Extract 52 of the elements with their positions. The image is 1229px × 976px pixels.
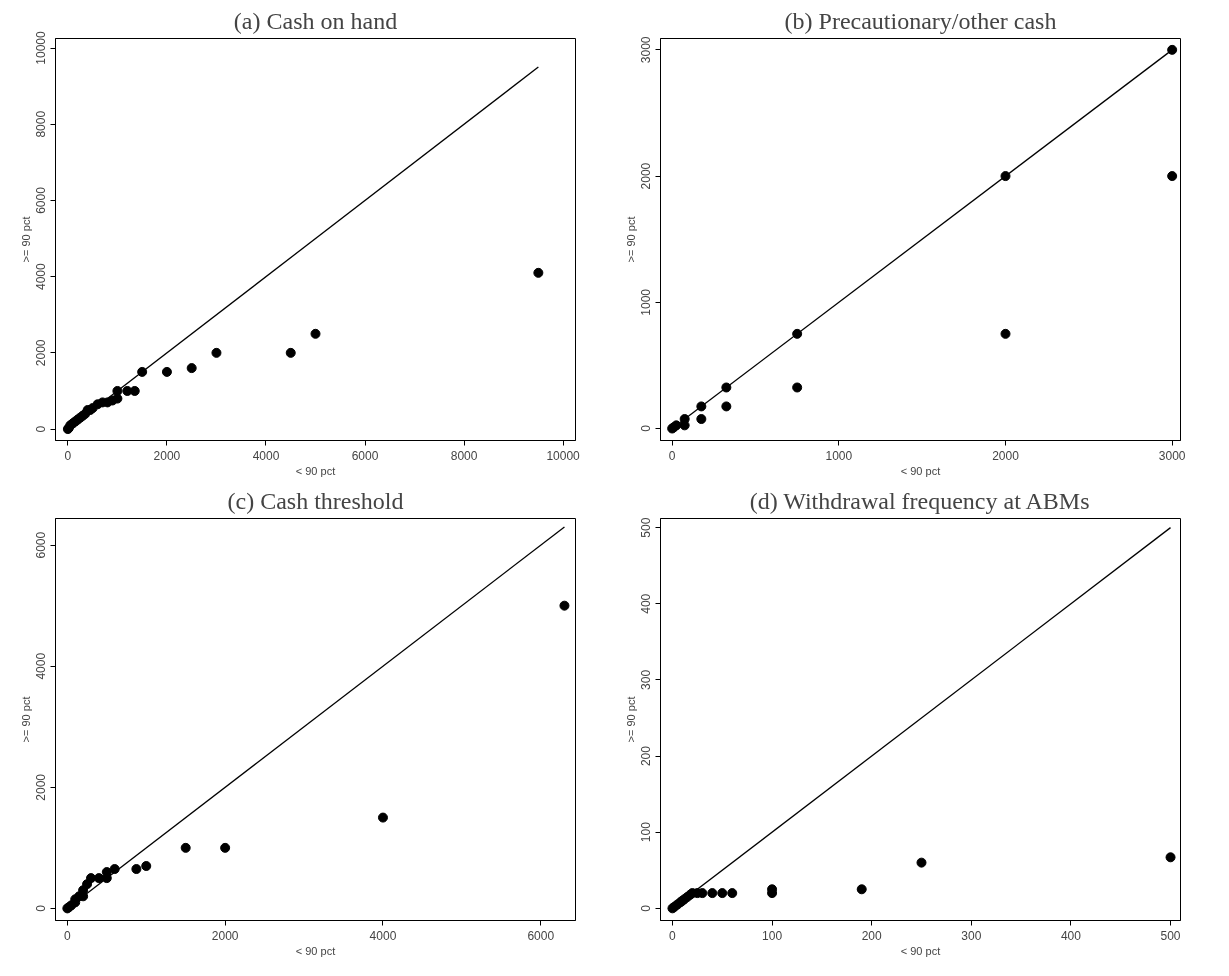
y-tick-label: 4000: [34, 262, 49, 290]
x-tick-label: 200: [861, 928, 883, 943]
y-axis-title: >= 90 pct: [624, 696, 637, 743]
x-tick-label: 1000: [825, 448, 853, 463]
y-tick-label: 6000: [34, 531, 49, 559]
x-tick-label: 0: [64, 448, 72, 463]
x-tick-label: 2000: [992, 448, 1020, 463]
y-tick-label: 200: [639, 745, 654, 767]
y-tick-label: 1000: [639, 288, 654, 316]
y-tick-label: 6000: [34, 186, 49, 214]
x-tick-label: 3000: [1158, 448, 1186, 463]
x-tick-label: 2000: [211, 928, 239, 943]
y-tick-label: 400: [639, 593, 654, 614]
x-tick-label: 300: [961, 928, 982, 943]
x-tick-label: 4000: [369, 928, 397, 943]
y-tick-label: 2000: [639, 162, 654, 190]
x-tick-label: 10000: [546, 448, 581, 463]
y-tick-label: 0: [639, 904, 654, 912]
chart-title: (c) Cash threshold: [227, 487, 404, 514]
y-tick-label: 4000: [34, 652, 49, 680]
y-axis-title: >= 90 pct: [19, 216, 32, 263]
x-axis-title: < 90 pct: [295, 464, 336, 477]
chart-title: (d) Withdrawal frequency at ABMs: [749, 487, 1090, 514]
y-tick-label: 500: [639, 517, 654, 538]
x-tick-label: 500: [1160, 928, 1181, 943]
x-tick-label: 400: [1060, 928, 1082, 943]
x-tick-label: 100: [762, 928, 783, 943]
y-tick-label: 100: [639, 821, 654, 843]
x-axis-title: < 90 pct: [295, 944, 336, 957]
y-tick-label: 0: [34, 425, 49, 433]
y-tick-label: 10000: [34, 31, 49, 65]
x-tick-label: 4000: [252, 448, 280, 463]
chart-title: (b) Precautionary/other cash: [784, 7, 1057, 34]
y-axis-title: >= 90 pct: [624, 216, 637, 263]
y-tick-label: 300: [639, 669, 654, 690]
y-tick-label: 8000: [34, 110, 49, 138]
y-tick-label: 0: [639, 424, 654, 432]
x-tick-label: 0: [64, 928, 71, 943]
y-axis-title: >= 90 pct: [19, 696, 32, 743]
x-axis-title: < 90 pct: [900, 464, 941, 477]
x-tick-label: 0: [668, 448, 676, 463]
x-axis-title: < 90 pct: [900, 944, 941, 957]
x-tick-label: 2000: [153, 448, 181, 463]
x-tick-label: 0: [669, 928, 677, 943]
y-tick-label: 3000: [639, 36, 654, 64]
y-tick-label: 0: [34, 904, 49, 912]
x-tick-label: 6000: [527, 928, 555, 943]
chart-title: (a) Cash on hand: [233, 7, 398, 34]
x-tick-label: 8000: [450, 448, 478, 463]
y-tick-label: 2000: [34, 339, 49, 367]
y-tick-label: 2000: [34, 773, 49, 801]
x-tick-label: 6000: [351, 448, 379, 463]
